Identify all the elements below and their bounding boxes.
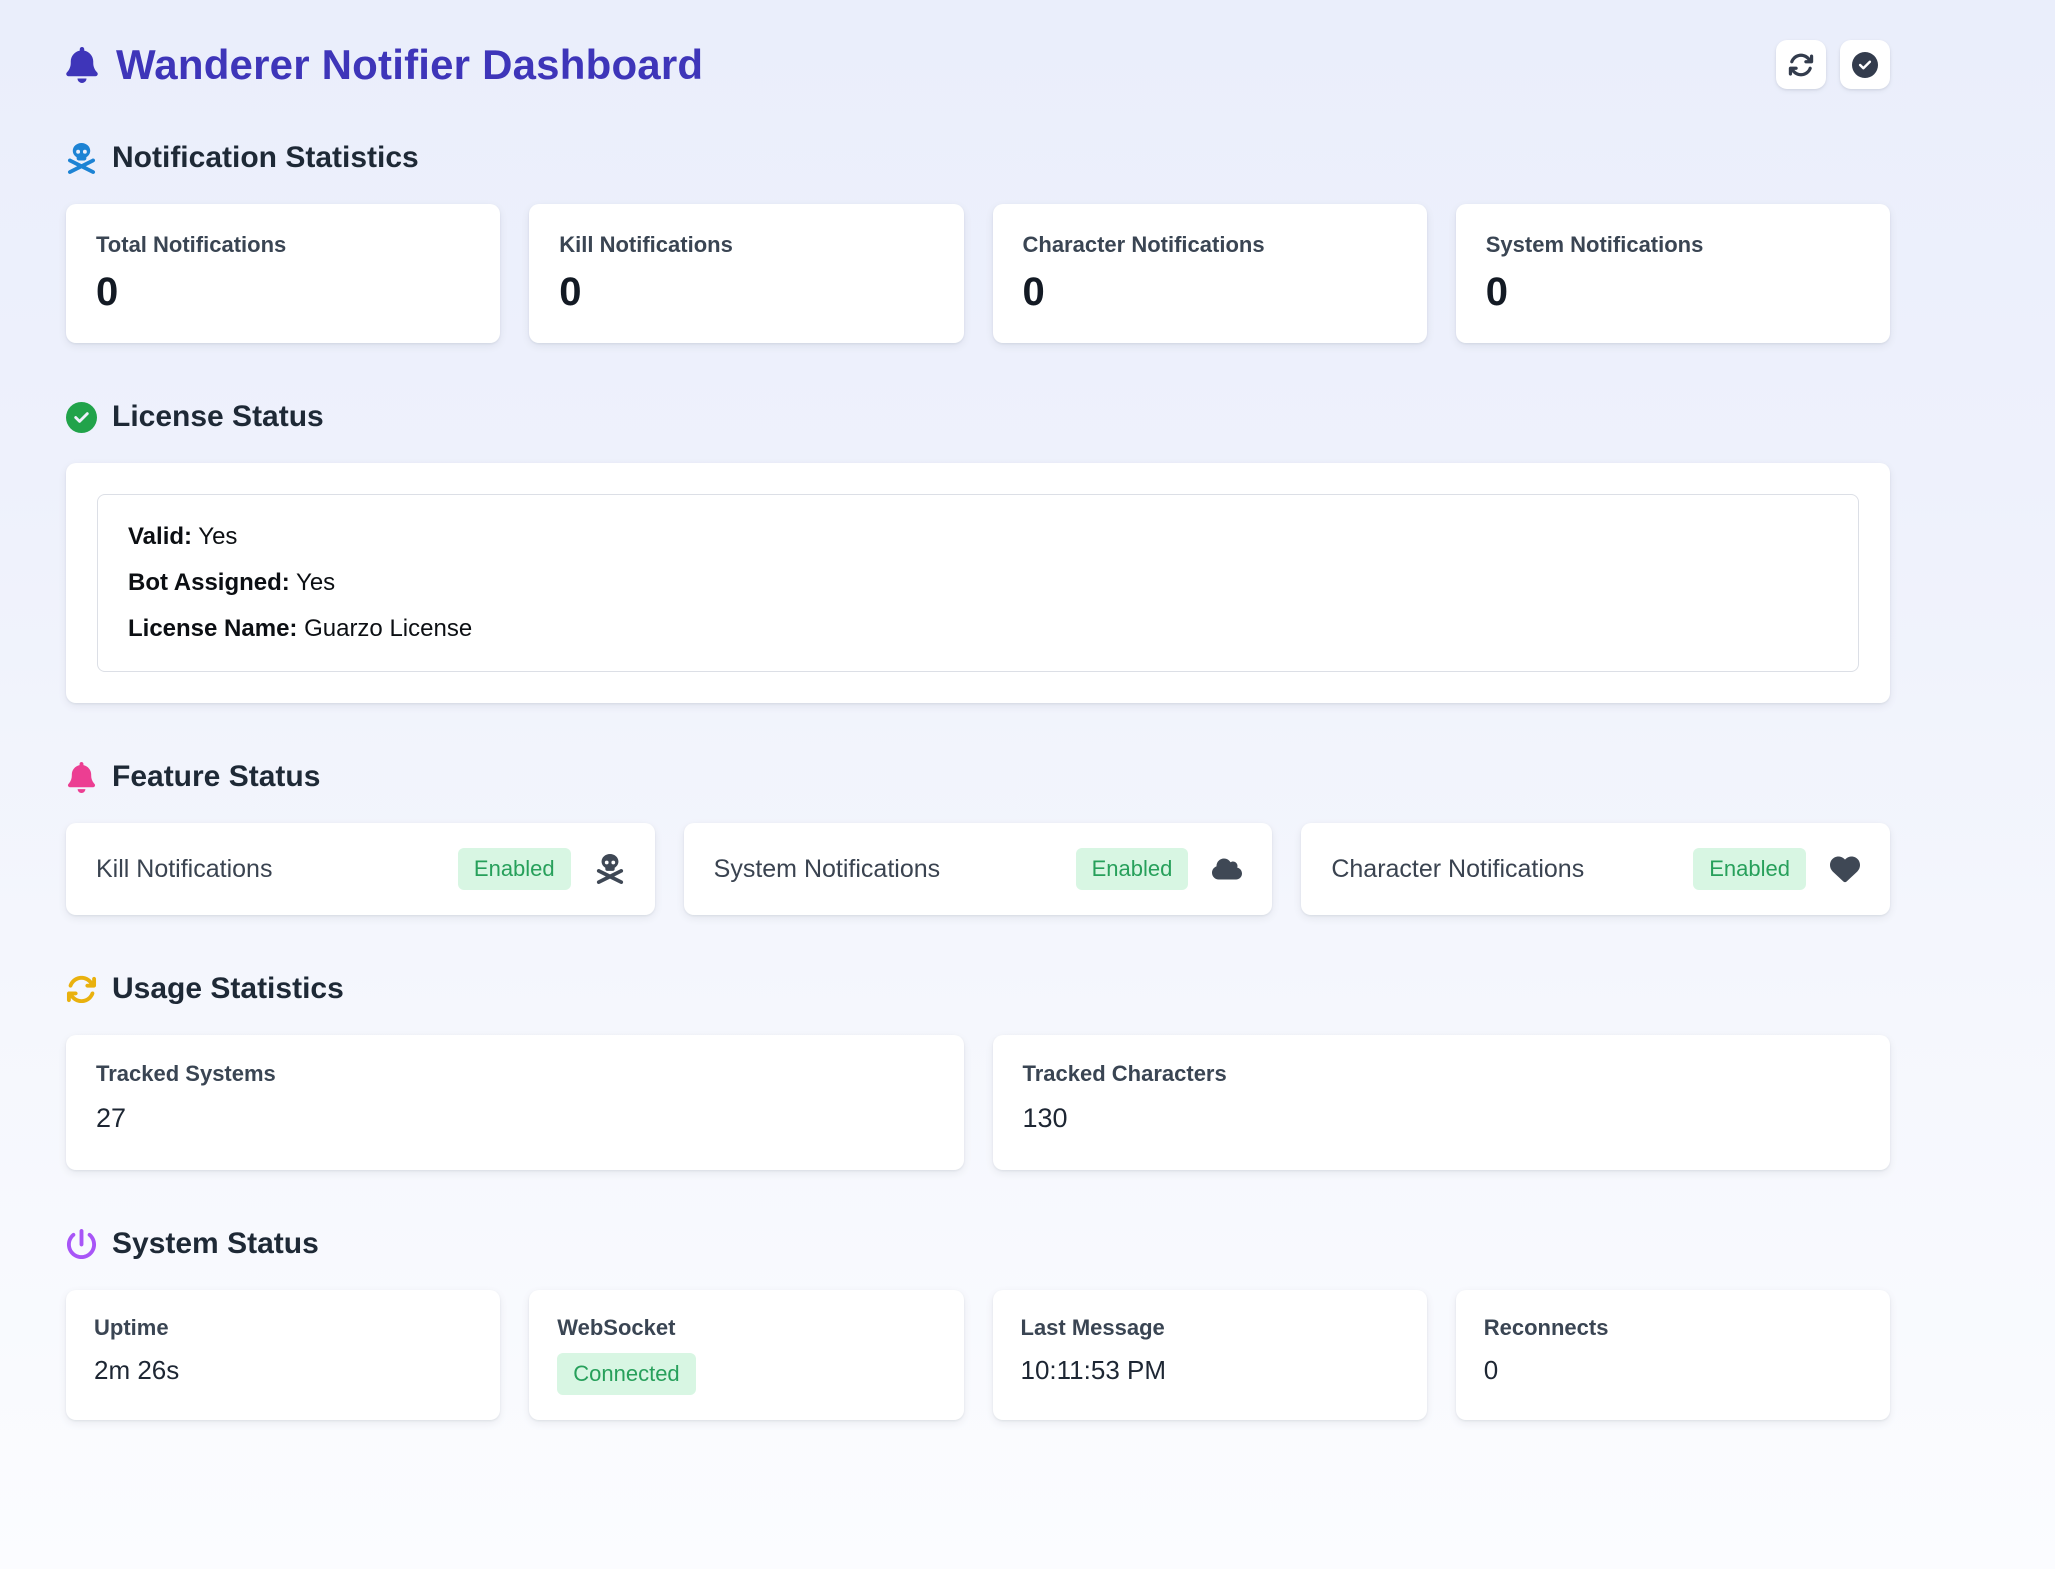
section-title-feature-status: Feature Status <box>66 760 1890 794</box>
stat-label: Total Notifications <box>96 232 287 257</box>
usage-label: Tracked Systems <box>96 1061 276 1086</box>
section-title-usage-statistics: Usage Statistics <box>66 972 1890 1006</box>
usage-card-tracked-systems: Tracked Systems 27 <box>66 1035 964 1170</box>
system-label: Reconnects <box>1483 1315 1609 1340</box>
system-card-uptime: Uptime 2m 26s <box>66 1290 501 1420</box>
system-label: Uptime <box>94 1315 169 1340</box>
usage-value: 27 <box>96 1103 127 1133</box>
topbar-actions <box>1776 40 1890 89</box>
section-title-notification-statistics: Notification Statistics <box>66 141 1890 175</box>
system-label: WebSocket <box>557 1315 676 1340</box>
stat-card-row: Total Notifications 0 Kill Notifications… <box>66 204 1890 343</box>
skull-crossbones-icon <box>595 854 625 884</box>
system-card-last-message: Last Message 10:11:53 PM <box>992 1290 1427 1420</box>
section-title-text: Usage Statistics <box>112 972 344 1005</box>
bell-icon <box>66 761 97 793</box>
check-circle-icon <box>1852 51 1878 78</box>
stat-card-total: Total Notifications 0 <box>66 204 501 343</box>
page-title: Wanderer Notifier Dashboard <box>116 40 704 88</box>
enabled-badge: Enabled <box>457 848 571 890</box>
connected-badge: Connected <box>557 1353 696 1395</box>
stat-label: Kill Notifications <box>559 232 733 257</box>
enabled-badge: Enabled <box>1075 848 1189 890</box>
dashboard-page: Wanderer Notifier Dashboard Notification… <box>66 40 1890 1420</box>
license-name-line: License Name: Guarzo License <box>128 615 1828 643</box>
stat-value: 0 <box>1022 270 1045 314</box>
feature-card-row: Kill Notifications Enabled System Notifi… <box>66 823 1890 915</box>
license-field-value: Yes <box>198 523 238 550</box>
stat-label: Character Notifications <box>1022 232 1265 257</box>
check-circle-icon <box>66 401 97 433</box>
section-notification-statistics: Notification Statistics Total Notificati… <box>66 141 1890 343</box>
power-icon <box>66 1228 97 1260</box>
section-usage-statistics: Usage Statistics Tracked Systems 27 Trac… <box>66 972 1890 1170</box>
feature-right: Enabled <box>457 848 625 890</box>
feature-label: System Notifications <box>713 854 941 883</box>
license-details: Valid: Yes Bot Assigned: Yes License Nam… <box>97 494 1859 672</box>
section-title-system-status: System Status <box>66 1227 1890 1261</box>
system-card-reconnects: Reconnects 0 <box>1455 1290 1890 1420</box>
license-field-label: License Name: <box>128 615 298 642</box>
stat-value: 0 <box>96 270 119 314</box>
system-value: 10:11:53 PM <box>1020 1355 1167 1385</box>
section-system-status: System Status Uptime 2m 26s WebSocket Co… <box>66 1227 1890 1420</box>
stat-card-character: Character Notifications 0 <box>992 204 1427 343</box>
system-value: 2m 26s <box>94 1355 180 1385</box>
title-wrap: Wanderer Notifier Dashboard <box>66 41 703 89</box>
feature-card-system-notifications: System Notifications Enabled <box>683 823 1273 915</box>
usage-value: 130 <box>1022 1103 1068 1133</box>
heart-icon <box>1830 854 1860 884</box>
section-license-status: License Status Valid: Yes Bot Assigned: … <box>66 400 1890 703</box>
enabled-badge: Enabled <box>1693 848 1806 890</box>
license-valid-line: Valid: Yes <box>128 523 1828 551</box>
usage-label: Tracked Characters <box>1022 1061 1227 1086</box>
usage-card-tracked-characters: Tracked Characters 130 <box>992 1035 1890 1170</box>
section-title-license-status: License Status <box>66 400 1890 434</box>
system-card-websocket: WebSocket Connected <box>529 1290 964 1420</box>
refresh-icon <box>66 974 97 1005</box>
usage-card-row: Tracked Systems 27 Tracked Characters 13… <box>66 1035 1890 1170</box>
section-title-text: Notification Statistics <box>112 141 419 174</box>
refresh-button[interactable] <box>1776 40 1826 89</box>
stat-value: 0 <box>1485 270 1508 314</box>
bell-icon <box>66 46 98 83</box>
feature-card-kill-notifications: Kill Notifications Enabled <box>66 823 655 915</box>
license-bot-line: Bot Assigned: Yes <box>128 569 1828 597</box>
license-field-label: Valid: <box>128 523 193 550</box>
skull-crossbones-icon <box>66 142 97 174</box>
section-title-text: License Status <box>112 400 324 433</box>
stat-card-kill: Kill Notifications 0 <box>529 204 964 343</box>
license-field-label: Bot Assigned: <box>128 569 290 596</box>
feature-label: Kill Notifications <box>96 854 273 883</box>
stat-label: System Notifications <box>1485 232 1704 257</box>
system-label: Last Message <box>1020 1315 1165 1340</box>
feature-right: Enabled <box>1075 848 1243 890</box>
system-card-row: Uptime 2m 26s WebSocket Connected Last M… <box>66 1290 1890 1420</box>
section-title-text: Feature Status <box>112 760 321 793</box>
license-field-value: Yes <box>296 569 336 596</box>
license-card: Valid: Yes Bot Assigned: Yes License Nam… <box>66 463 1890 703</box>
feature-right: Enabled <box>1693 848 1860 890</box>
status-check-button[interactable] <box>1840 40 1890 89</box>
header: Wanderer Notifier Dashboard <box>66 40 1890 89</box>
refresh-icon <box>1788 52 1814 78</box>
stat-card-system: System Notifications 0 <box>1455 204 1890 343</box>
feature-card-character-notifications: Character Notifications Enabled <box>1301 823 1890 915</box>
section-title-text: System Status <box>112 1227 319 1260</box>
license-field-value: Guarzo License <box>304 615 473 642</box>
feature-label: Character Notifications <box>1331 854 1585 883</box>
cloud-icon <box>1212 854 1243 884</box>
section-feature-status: Feature Status Kill Notifications Enable… <box>66 760 1890 915</box>
stat-value: 0 <box>559 270 582 314</box>
system-value: 0 <box>1483 1355 1499 1385</box>
